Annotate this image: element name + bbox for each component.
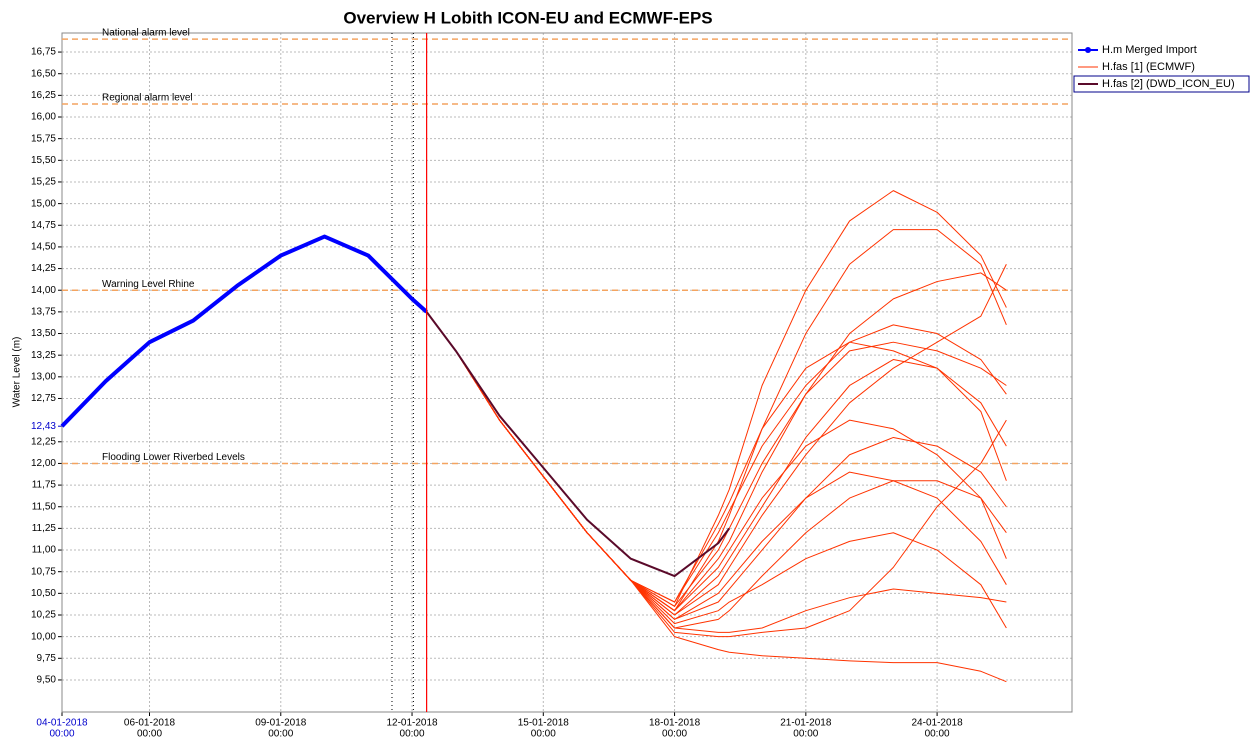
ensemble-line (426, 311, 1007, 612)
ensemble-line (426, 311, 1007, 616)
y-tick-label: 9,50 (37, 675, 57, 686)
y-tick-label: 14,75 (31, 220, 56, 231)
legend-label: H.m Merged Import (1102, 44, 1197, 56)
y-tick-label: 16,50 (31, 68, 56, 79)
threshold-label: Warning Level Rhine (102, 279, 195, 290)
y-tick-label: 11,25 (32, 523, 57, 534)
x-tick-label: 21-01-2018 (780, 718, 832, 729)
ensemble-line (426, 311, 1007, 638)
ensemble-line (426, 311, 1007, 629)
ensemble-line (426, 311, 1007, 629)
series-line (425, 311, 731, 578)
y-tick-label: 11,00 (32, 545, 57, 556)
x-tick-time: 00:00 (531, 729, 556, 740)
y-tick-label: 15,50 (31, 155, 56, 166)
x-tick-time: 00:00 (662, 729, 687, 740)
legend-label: H.fas [1] (ECMWF) (1102, 61, 1195, 73)
plot-frame (61, 32, 1073, 713)
y-tick-label: 16,75 (31, 47, 56, 58)
legend-dot (1085, 47, 1091, 53)
ensemble-line (426, 311, 1007, 633)
y-axis-label: Water Level (m) (12, 337, 23, 408)
y-tick-label: 10,50 (31, 588, 56, 599)
x-tick-time: 00:00 (268, 729, 293, 740)
legend-label: H.fas [2] (DWD_ICON_EU) (1102, 78, 1235, 90)
y-tick-label: 13,25 (31, 350, 56, 361)
y-tick-label: 12,25 (31, 436, 56, 447)
y-tick-label: 15,75 (31, 133, 56, 144)
y-tick-label: 10,75 (31, 566, 56, 577)
y-tick-label: 10,25 (31, 610, 56, 621)
y-tick-label: 16,25 (31, 90, 56, 101)
ensemble-line (426, 311, 1007, 620)
y-tick-label: 14,00 (31, 285, 56, 296)
ensemble-line (426, 272, 1007, 607)
y-tick-label: 12,00 (31, 458, 56, 469)
threshold-label: Flooding Lower Riverbed Levels (102, 452, 245, 463)
y-tick-label: 14,50 (31, 242, 56, 253)
ensemble-line (426, 311, 1007, 620)
x-tick-label: 24-01-2018 (912, 718, 964, 729)
x-tick-time: 00:00 (137, 729, 162, 740)
threshold-label: National alarm level (102, 28, 190, 39)
y-tick-label: 16,00 (31, 112, 56, 123)
x-tick-label: 18-01-2018 (649, 718, 701, 729)
chart-title: Overview H Lobith ICON-EU and ECMWF-EPS (343, 8, 712, 27)
x-tick-label: 15-01-2018 (518, 718, 570, 729)
y-tick-label: 13,50 (31, 328, 56, 339)
y-tick-label: 13,75 (31, 307, 56, 318)
y-tick-label: 10,00 (31, 631, 56, 642)
ensemble-line (426, 264, 1007, 616)
y-tick-label: 11,50 (32, 501, 57, 512)
y-tick-label: 12,75 (31, 393, 56, 404)
x-tick-time: 00:00 (49, 729, 74, 740)
x-tick-time: 00:00 (400, 729, 425, 740)
current-value-label: 12,43 (31, 421, 56, 432)
y-tick-label: 11,75 (32, 480, 57, 491)
x-tick-label: 12-01-2018 (386, 718, 438, 729)
ensemble-line (426, 311, 1007, 612)
y-tick-label: 9,75 (37, 653, 57, 664)
x-tick-label: 09-01-2018 (255, 718, 307, 729)
x-tick-time: 00:00 (925, 729, 950, 740)
y-tick-label: 13,00 (31, 371, 56, 382)
y-tick-label: 15,00 (31, 198, 56, 209)
x-tick-label: 04-01-2018 (36, 718, 88, 729)
ensemble-line (426, 229, 1007, 612)
x-tick-time: 00:00 (793, 729, 818, 740)
legend-highlight (1073, 75, 1250, 93)
threshold-label: Regional alarm level (102, 93, 193, 104)
x-tick-label: 06-01-2018 (124, 718, 176, 729)
y-tick-label: 14,25 (31, 263, 56, 274)
series-line (60, 234, 428, 428)
y-tick-label: 15,25 (31, 177, 56, 188)
ensemble-line (426, 311, 1007, 683)
